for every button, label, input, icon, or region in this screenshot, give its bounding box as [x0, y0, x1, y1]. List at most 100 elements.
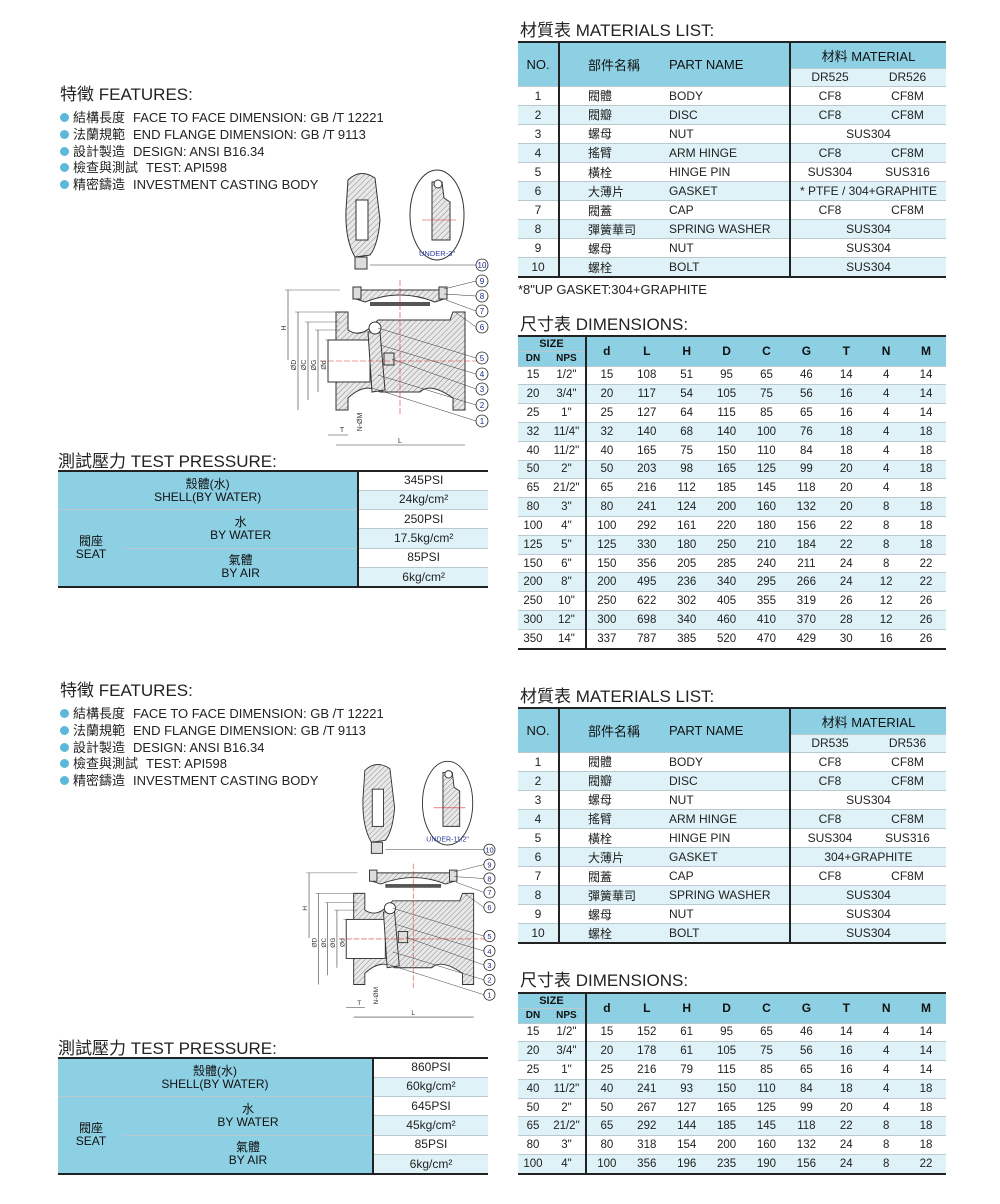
cell-d: 125 [584, 534, 627, 555]
col-size: SIZE [518, 992, 586, 1009]
shell-label: 殼體(水) SHELL(BY WATER) [58, 470, 360, 511]
dimensions-table: SIZE d L H D C G T N M DN NPS 15 1/2" 15 152 61 95 65 46 14 4… [518, 992, 946, 1175]
cell-part-cn: 閥蓋 [559, 200, 669, 221]
dimension-row: 25 1" 25 127 64 115 85 65 16 4 14 [518, 403, 946, 423]
dimension-row: 25 1" 25 216 79 115 85 65 16 4 14 [518, 1060, 946, 1080]
cell-L: 292 [626, 516, 667, 536]
cell-T: 28 [826, 610, 867, 630]
cell-D: 165 [706, 1097, 747, 1118]
col-part-cn: 部件名稱 [559, 707, 669, 753]
cell-M: 26 [906, 628, 946, 650]
cell-G: 266 [786, 572, 827, 593]
cell-H: 68 [666, 421, 707, 442]
cell-part-en: NUT [669, 904, 791, 925]
cell-material-a: CF8 [790, 200, 869, 221]
cell-material-b: SUS316 [869, 161, 946, 183]
cell-L: 241 [626, 1078, 667, 1099]
features-list: 結構長度 FACE TO FACE DIMENSION: GB /T 12221 法… [60, 706, 384, 790]
cell-H: 93 [666, 1078, 707, 1099]
cell-T: 20 [826, 497, 867, 517]
cell-part-cn: 橫栓 [559, 161, 669, 183]
cell-G: 65 [786, 1060, 827, 1080]
cell-M: 18 [906, 1097, 946, 1118]
bullet-icon [60, 129, 69, 139]
cell-L: 117 [626, 384, 667, 405]
callout-circle [483, 973, 496, 986]
material-row: 7 閥蓋 CAP CF8 CF8M [518, 866, 946, 887]
cell-d: 250 [584, 591, 627, 612]
cell-M: 14 [906, 1060, 946, 1080]
cell-no: 2 [518, 104, 560, 125]
cell-material-a: CF8 [790, 751, 869, 772]
cell-H: 154 [666, 1135, 707, 1155]
callout-number: 6 [487, 903, 491, 912]
cell-D: 285 [706, 553, 747, 574]
cell-N: 4 [866, 1022, 907, 1043]
callout-number: 10 [485, 845, 493, 854]
col-NPS: NPS [547, 1007, 586, 1024]
cell-T: 24 [826, 572, 867, 593]
cell-part-en: GASKET [669, 847, 791, 868]
cell-part-en: SPRING WASHER [669, 885, 791, 906]
cell-C: 410 [746, 610, 787, 630]
dimension-row: 300 12" 300 698 340 460 410 370 28 12 26 [518, 610, 946, 630]
air-label: 氣體 BY AIR [124, 547, 360, 588]
cell-C: 125 [746, 1097, 787, 1118]
cell-material-a: CF8 [790, 85, 869, 106]
callout-circle [475, 367, 489, 381]
valve-cross-section-drawing: UNDER-11/2" H ØD ØC ØG Ød L T N-ØM 10 9 8 7 6 5 4 3 2 1 [302, 760, 496, 1018]
col-M: M [906, 335, 946, 367]
cell-part-cn: 大薄片 [559, 847, 669, 868]
cell-N: 8 [866, 534, 907, 555]
cell-H: 54 [666, 384, 707, 405]
cell-T: 16 [826, 403, 867, 423]
callout-number: 6 [480, 323, 485, 332]
callout-number: 4 [480, 370, 485, 379]
dimension-label-NM: N-ØM [373, 987, 380, 1004]
feature-item: 精密鑄造 INVESTMENT CASTING BODY [60, 177, 384, 194]
feature-en: END FLANGE DIMENSION: GB /T 9113 [133, 126, 366, 142]
cell-L: 165 [626, 440, 667, 461]
cell-NPS: 1" [547, 403, 586, 423]
cell-T: 30 [826, 628, 867, 650]
cell-DN: 65 [518, 1116, 548, 1137]
callout-number: 9 [487, 860, 491, 869]
callout-circle [475, 289, 489, 303]
cell-T: 20 [826, 1097, 867, 1118]
cell-N: 8 [866, 516, 907, 536]
cell-d: 337 [584, 628, 627, 650]
callout-number: 7 [480, 307, 485, 316]
cell-C: 160 [746, 1135, 787, 1155]
cell-part-en: BODY [669, 751, 791, 772]
material-row: 5 橫栓 HINGE PIN SUS304 SUS316 [518, 827, 946, 849]
cell-C: 145 [746, 1116, 787, 1137]
cell-D: 150 [706, 440, 747, 461]
cell-N: 4 [866, 365, 907, 386]
cell-M: 14 [906, 403, 946, 423]
cell-G: 56 [786, 384, 827, 405]
cell-M: 18 [906, 440, 946, 461]
cell-D: 115 [706, 1060, 747, 1080]
cell-H: 340 [666, 610, 707, 630]
col-no: NO. [518, 41, 560, 87]
cell-H: 75 [666, 440, 707, 461]
callout-circle [475, 398, 489, 412]
cell-T: 14 [826, 365, 867, 386]
cell-material-a: SUS304 [790, 827, 869, 849]
cell-part-cn: 閥瓣 [559, 104, 669, 125]
cell-d: 15 [584, 1022, 627, 1043]
cell-H: 61 [666, 1022, 707, 1043]
feature-en: FACE TO FACE DIMENSION: GB /T 12221 [133, 110, 384, 125]
cell-part-cn: 螺栓 [559, 257, 669, 278]
seat-en: SEAT [75, 547, 107, 562]
dimension-row: 65 21/2" 65 292 144 185 145 118 22 8 18 [518, 1116, 946, 1137]
cell-NPS: 3" [547, 1135, 586, 1155]
cell-H: 112 [666, 478, 707, 499]
cell-d: 100 [584, 516, 627, 536]
cell-material: SUS304 [790, 885, 946, 906]
cell-N: 12 [866, 591, 907, 612]
water-psi: 645PSI [372, 1096, 488, 1117]
cell-N: 4 [866, 384, 907, 405]
cell-no: 1 [518, 85, 560, 106]
cell-DN: 15 [518, 1022, 548, 1043]
